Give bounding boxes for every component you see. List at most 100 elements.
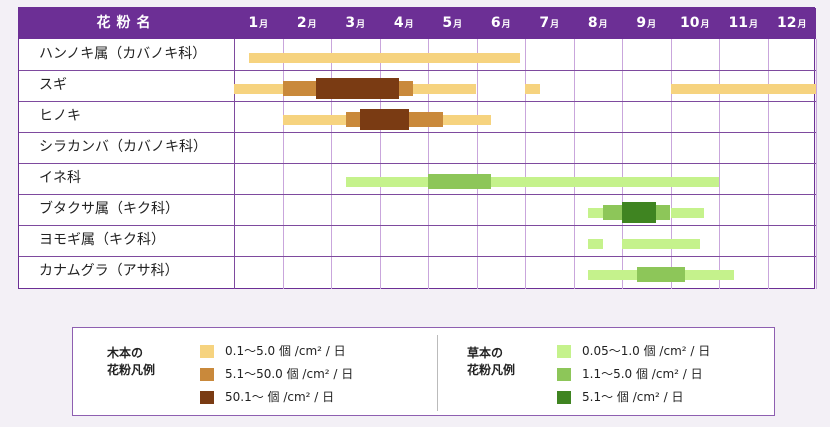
month-header-4: 4月 [380, 8, 429, 39]
month-number: 8 [587, 15, 598, 31]
month-unit: 月 [501, 20, 511, 30]
pollen-bar-tree-level-2 [398, 81, 414, 96]
pollen-bar-grass-level-1 [622, 238, 700, 249]
month-header-5: 5月 [428, 8, 477, 39]
month-number: 1 [248, 15, 259, 31]
pollen-bar-tree-level-2 [408, 112, 443, 127]
pollen-row-label: スギ [39, 77, 67, 93]
month-unit: 月 [453, 20, 463, 30]
pollen-bar-tree-level-2 [345, 112, 361, 127]
header-band [19, 8, 816, 39]
legend-divider [437, 335, 438, 411]
grid-vline [234, 39, 235, 289]
grass-legend-swatch-high [557, 391, 571, 404]
grid-vline [816, 39, 817, 289]
grass-legend-label-mid: 1.1～5.0 個 /cm² / 日 [582, 367, 703, 381]
month-unit: 月 [307, 20, 317, 30]
month-unit: 月 [797, 20, 807, 30]
pollen-bar-grass-level-1 [588, 269, 637, 280]
grid-vline [331, 39, 332, 289]
row-divider [19, 70, 816, 71]
pollen-bar-grass-level-3 [622, 202, 656, 223]
pollen-bar-grass-level-1 [345, 176, 428, 187]
month-number: 10 [680, 15, 700, 31]
grid-vline [476, 39, 478, 289]
row-divider [19, 101, 816, 102]
pollen-bar-tree-level-1 [670, 83, 816, 94]
grass-legend-swatch-mid [557, 368, 571, 381]
pollen-bar-grass-level-2 [428, 174, 492, 189]
month-unit: 月 [550, 20, 560, 30]
pollen-bar-grass-level-2 [636, 267, 686, 282]
pollen-bar-grass-level-2 [602, 205, 622, 220]
pollen-bar-tree-level-3 [316, 78, 399, 99]
grid-vline [573, 39, 575, 289]
grass-legend-title: 草本の 花粉凡例 [467, 345, 515, 379]
tree-legend-title: 木本の 花粉凡例 [107, 345, 155, 379]
month-unit: 月 [356, 20, 366, 30]
grass-legend-title-line2: 花粉凡例 [467, 363, 516, 377]
pollen-bar-grass-level-1 [588, 238, 603, 249]
tree-legend-swatch-high [200, 391, 214, 404]
tree-legend-swatch-low [200, 345, 214, 358]
legend-box: 木本の 花粉凡例 0.1～5.0 個 /cm² / 日 5.1～50.0 個 /… [72, 327, 775, 416]
month-number: 5 [442, 15, 453, 31]
pollen-bar-grass-level-1 [685, 269, 734, 280]
month-header-3: 3月 [331, 8, 380, 39]
pollen-row-label: ブタクサ属（キク科） [39, 201, 179, 217]
month-number: 9 [636, 15, 647, 31]
month-unit: 月 [647, 20, 657, 30]
grass-legend-label-low: 0.05～1.0 個 /cm² / 日 [582, 344, 711, 358]
month-header-12: 12月 [768, 8, 817, 39]
grid-vline [670, 39, 672, 289]
month-header-11: 11月 [719, 8, 768, 39]
month-unit: 月 [748, 20, 758, 30]
month-unit: 月 [598, 20, 608, 30]
month-header-2: 2月 [283, 8, 332, 39]
pollen-bar-grass-level-2 [655, 205, 671, 220]
grid-vline [282, 39, 284, 289]
grid-vline [379, 39, 381, 289]
pollen-calendar-chart: 花粉名 1月 2月 3月 4月 5月 6月 7月 8月 9月 10月 11月 12月 ハンノキ属（カバ… [18, 7, 817, 289]
grid-vline [622, 39, 623, 289]
month-number: 12 [777, 15, 797, 31]
month-header-6: 6月 [477, 8, 526, 39]
tree-legend-label-mid: 5.1～50.0 個 /cm² / 日 [225, 367, 354, 381]
month-number: 6 [490, 15, 501, 31]
pollen-bar-grass-level-1 [670, 207, 705, 218]
tree-legend-label-high: 50.1～ 個 /cm² / 日 [225, 390, 335, 404]
pollen-bar-tree-level-3 [360, 109, 409, 130]
pollen-bar-tree-level-1 [413, 83, 477, 94]
month-header-10: 10月 [671, 8, 720, 39]
month-unit: 月 [404, 20, 414, 30]
month-header-7: 7月 [525, 8, 574, 39]
pollen-bar-tree-level-1 [282, 114, 346, 125]
pollen-bar-tree-level-1 [234, 83, 283, 94]
month-number: 4 [393, 15, 404, 31]
row-divider [19, 132, 816, 133]
pollen-row-label: カナムグラ（アサ科） [39, 263, 179, 279]
pollen-name-header: 花粉名 [96, 15, 157, 31]
grid-vline [525, 39, 526, 289]
grid-vline [719, 39, 720, 289]
pollen-row-label: ヨモギ属（キク科） [39, 232, 165, 248]
grid-vline [428, 39, 429, 289]
pollen-bar-tree-level-1 [442, 114, 492, 125]
month-unit: 月 [259, 20, 269, 30]
pollen-bar-tree-level-2 [282, 81, 317, 96]
pollen-bar-grass-level-1 [491, 176, 719, 187]
tree-legend-title-line1: 木本の [107, 346, 144, 360]
tree-legend-swatch-mid [200, 368, 214, 381]
month-unit: 月 [700, 20, 710, 30]
month-number: 7 [539, 15, 550, 31]
tree-legend-label-low: 0.1～5.0 個 /cm² / 日 [225, 344, 346, 358]
grass-legend-label-high: 5.1～ 個 /cm² / 日 [582, 390, 684, 404]
grass-legend-title-line1: 草本の [467, 346, 504, 360]
pollen-row-label: ヒノキ [39, 108, 81, 124]
month-header-8: 8月 [574, 8, 623, 39]
month-number: 3 [345, 15, 356, 31]
month-number: 2 [296, 15, 307, 31]
row-divider [19, 163, 816, 164]
month-header-9: 9月 [622, 8, 671, 39]
grass-legend-swatch-low [557, 345, 571, 358]
